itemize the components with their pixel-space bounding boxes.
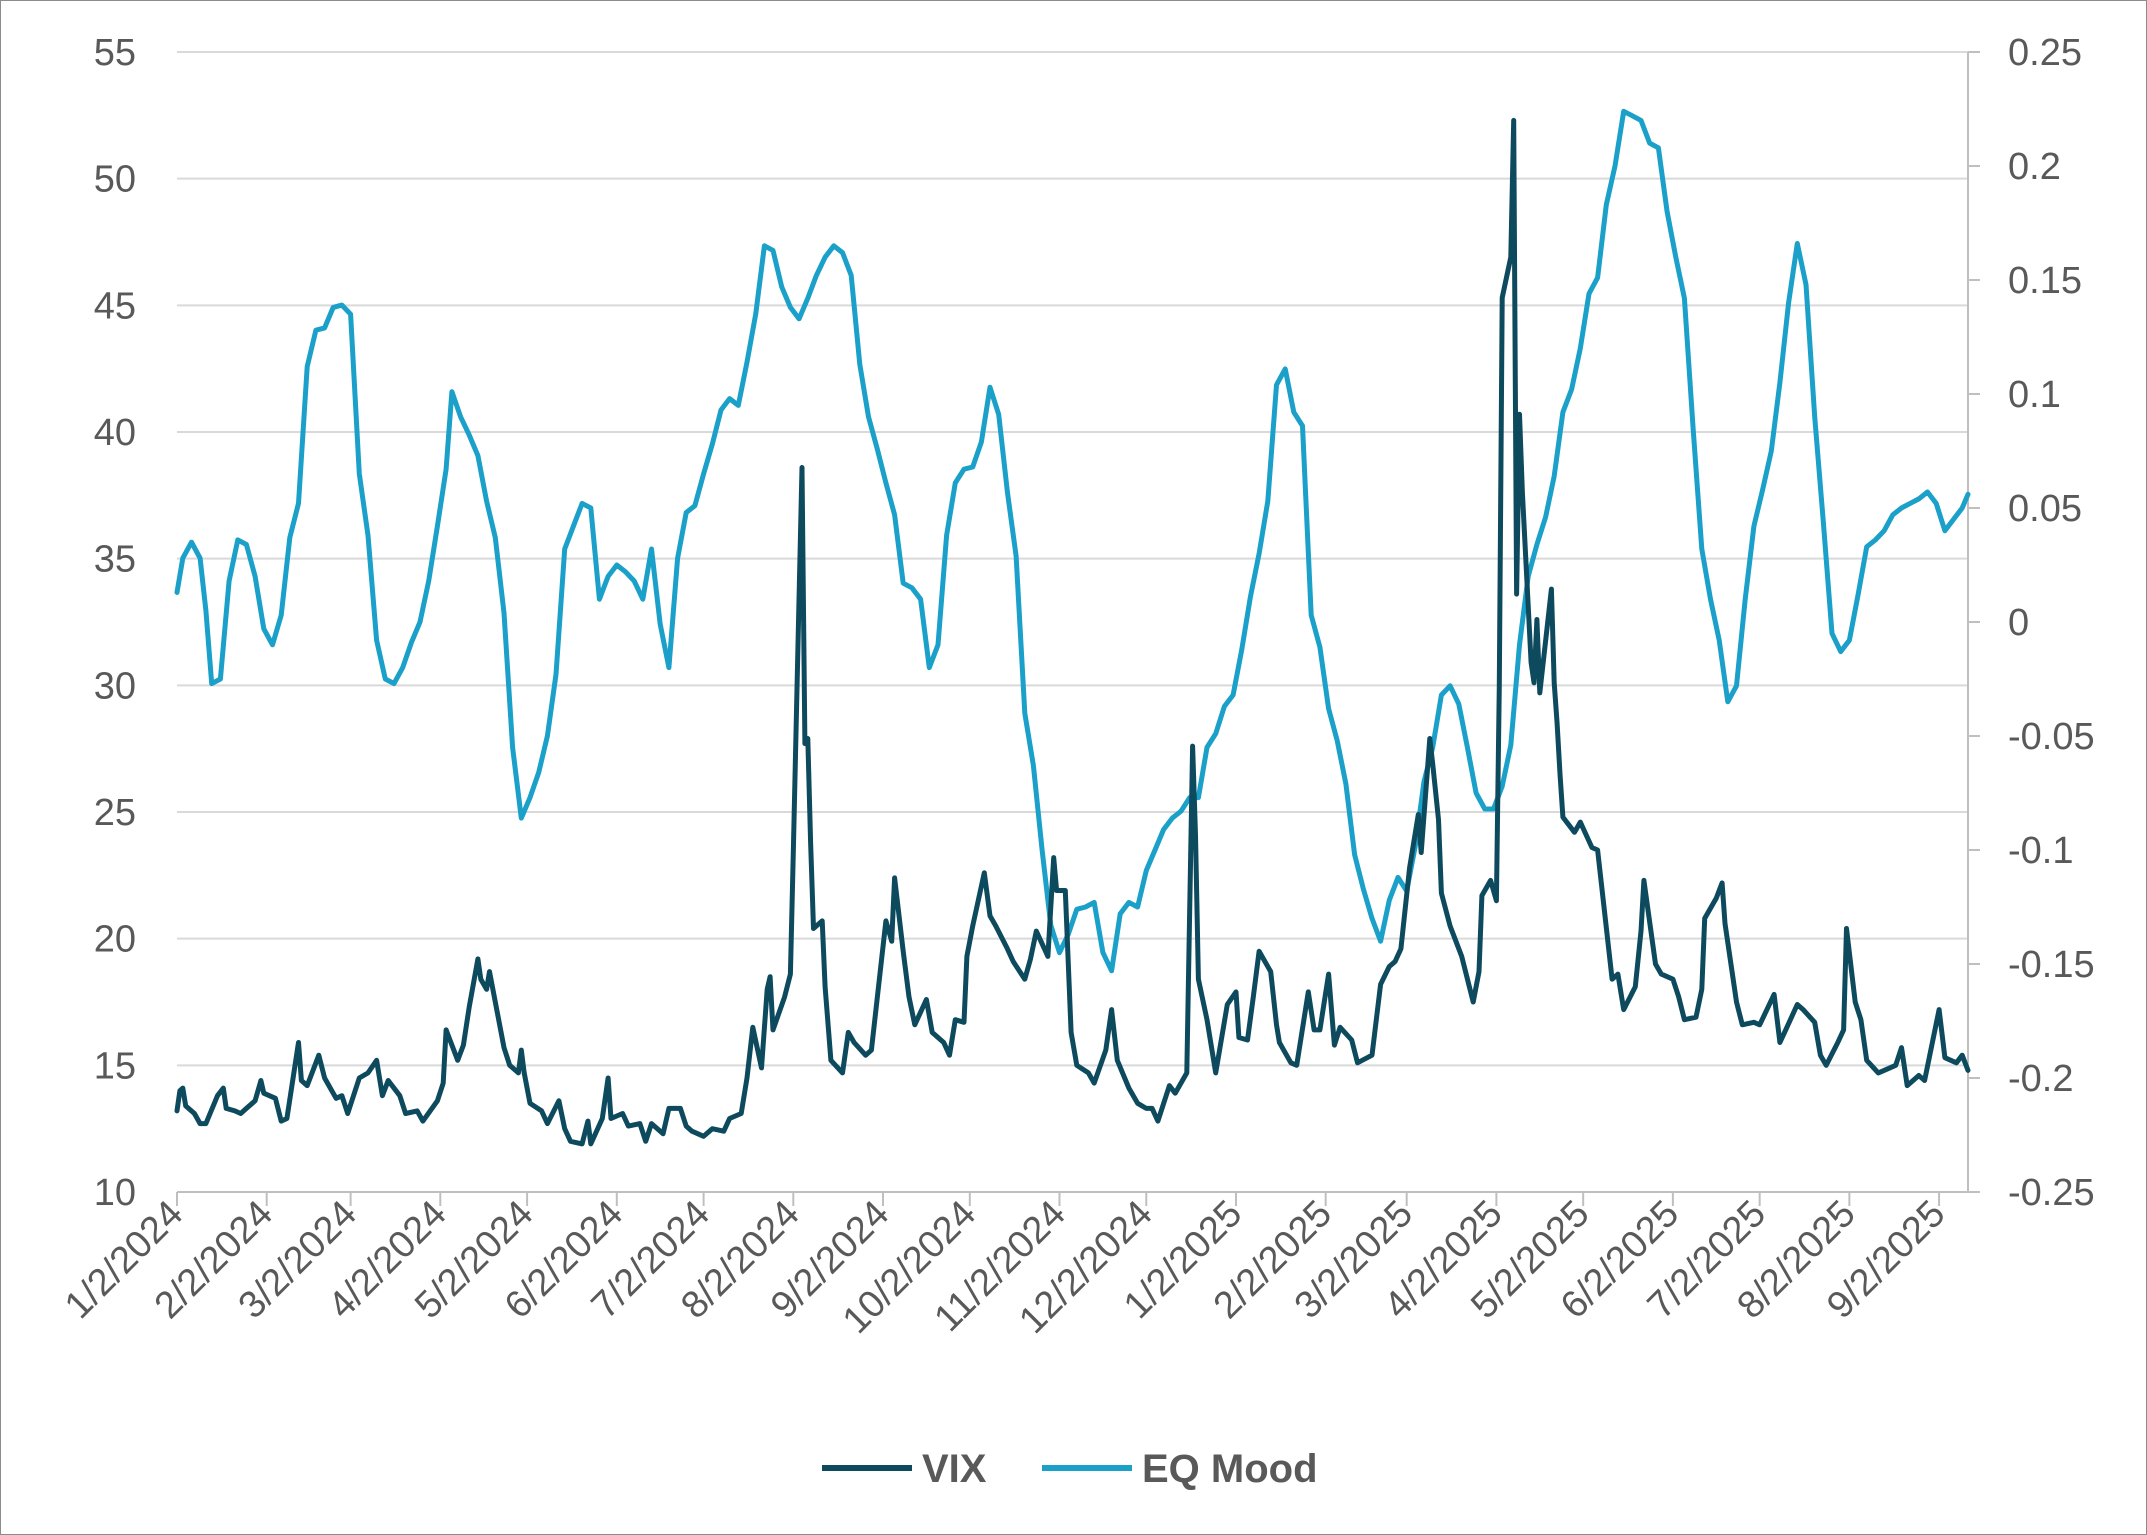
y-left-tick-label: 20: [94, 919, 136, 961]
y-right-tick-label: -0.25: [2008, 1172, 2095, 1214]
y-left-tick-label: 55: [94, 32, 136, 74]
y-left-tick-label: 15: [94, 1045, 136, 1087]
vix-line: [174, 117, 1971, 1147]
y-left-tick-label: 40: [94, 412, 136, 454]
y-right-tick-label: 0.15: [2008, 260, 2082, 302]
axes: [176, 51, 1980, 1206]
y-right-tick-label: -0.05: [2008, 716, 2095, 758]
y-axis-right-labels: -0.25 -0.2 -0.15 -0.1 -0.05 0 0.05 0.1 0.15 0.2 0.…: [2008, 32, 2095, 1214]
y-axis-left-labels: 10 15 20 25 30 35 40 45 50 55: [94, 32, 136, 1214]
y-right-tick-label: 0.25: [2008, 32, 2082, 74]
y-left-tick-label: 25: [94, 792, 136, 834]
legend-label: VIX: [922, 1447, 987, 1491]
y-right-tick-label: 0.2: [2008, 146, 2061, 188]
y-left-tick-label: 30: [94, 665, 136, 707]
legend-label: EQ Mood: [1142, 1447, 1318, 1491]
eq-mood-line: [174, 108, 1971, 974]
y-left-tick-label: 45: [94, 285, 136, 327]
y-left-tick-label: 10: [94, 1172, 136, 1214]
series-lines: [174, 108, 1971, 1147]
y-right-tick-label: -0.15: [2008, 944, 2095, 986]
y-right-tick-label: -0.2: [2008, 1058, 2073, 1100]
y-left-tick-label: 35: [94, 539, 136, 581]
y-right-tick-label: 0: [2008, 602, 2029, 644]
y-right-tick-label: 0.05: [2008, 488, 2082, 530]
y-left-tick-label: 50: [94, 159, 136, 201]
y-right-tick-label: -0.1: [2008, 830, 2073, 872]
y-right-tick-label: 0.1: [2008, 374, 2061, 416]
x-axis-labels: 1/2/20242/2/20243/2/20244/2/20245/2/2024…: [57, 1193, 1953, 1342]
legend: VIX EQ Mood: [822, 1447, 1318, 1491]
